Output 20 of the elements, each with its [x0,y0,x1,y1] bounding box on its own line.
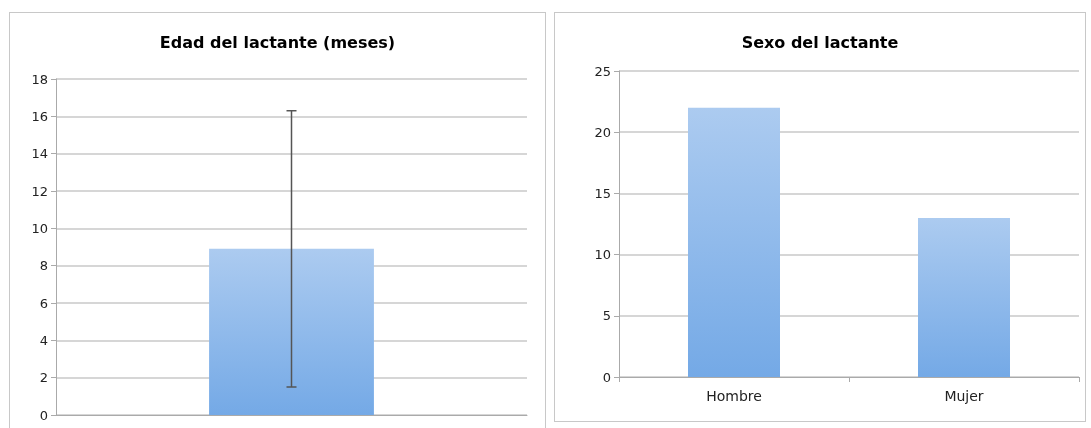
y-tick-label: 6 [39,295,48,311]
y-tick-label: 18 [31,71,48,87]
y-tick-label: 2 [39,370,48,386]
x-tick-label: Hombre [706,388,762,404]
y-tick-label: 20 [594,124,611,140]
y-tick-label: 10 [31,220,48,236]
y-tick-label: 10 [594,247,611,263]
y-tick-label: 0 [602,369,611,385]
y-tick-label: 25 [594,63,611,79]
chart-title: Edad del lactante (meses) [159,32,396,52]
y-tick-label: 16 [31,108,48,124]
chart-title: Sexo del lactante [741,32,899,52]
y-tick-label: 0 [39,407,48,423]
y-tick-label: 15 [594,185,611,201]
y-tick-label: 4 [39,332,48,348]
x-tick-label: Mujer [944,388,984,404]
y-tick-label: 8 [39,258,48,274]
y-tick-label: 5 [602,308,611,324]
y-tick-label: 12 [31,183,48,199]
y-tick-label: 14 [31,146,48,162]
